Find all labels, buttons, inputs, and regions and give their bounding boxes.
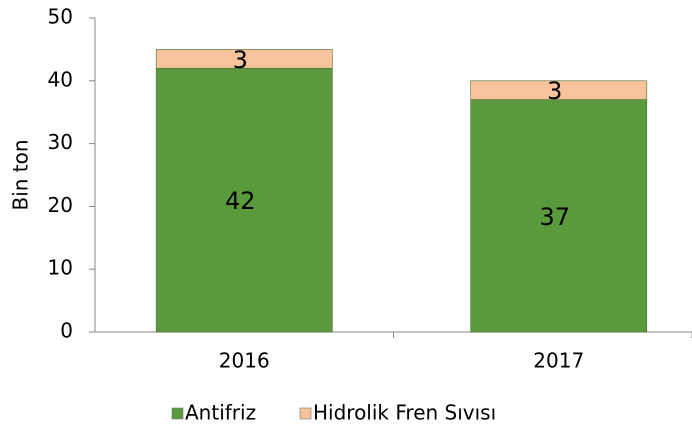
bar-segment [155, 49, 333, 69]
y-tick-label: 0 [60, 319, 73, 343]
y-axis-label: Bin ton [9, 139, 33, 210]
y-tick-label: 10 [48, 256, 73, 280]
legend-label: Hidrolik Fren Sıvısı [313, 401, 496, 425]
data-label: 37 [539, 203, 570, 231]
y-tick-label: 20 [48, 193, 73, 217]
data-label: 42 [225, 187, 256, 215]
bar-segment [155, 67, 333, 333]
bar-segment [470, 99, 648, 333]
legend-swatch [171, 407, 184, 420]
bar-segment [470, 80, 648, 100]
legend-swatch [299, 407, 312, 420]
data-label: 3 [547, 77, 562, 105]
legend-label: Antifriz [185, 401, 256, 425]
x-tick-label: 2016 [219, 349, 270, 373]
y-tick-label: 50 [48, 5, 73, 29]
y-tick-label: 30 [48, 130, 73, 154]
x-tick-label: 2017 [533, 349, 584, 373]
y-tick-label: 40 [48, 67, 73, 91]
data-label: 3 [233, 46, 248, 74]
